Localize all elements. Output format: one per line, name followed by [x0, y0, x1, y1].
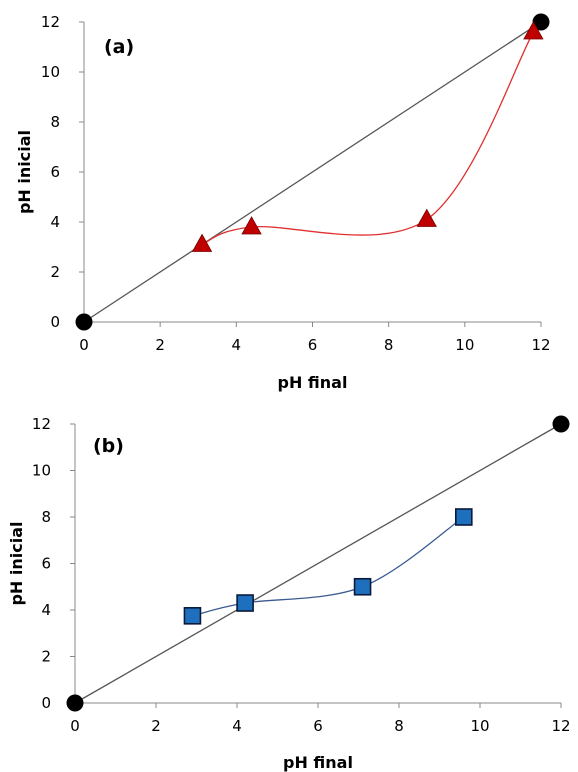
y-tick-label: 2	[50, 263, 60, 281]
y-tick-label: 12	[32, 415, 51, 433]
y-tick-label: 10	[41, 63, 60, 81]
x-tick-label: 12	[551, 717, 570, 735]
y-tick-label: 6	[41, 555, 51, 573]
x-tick-label: 0	[79, 336, 89, 354]
y-tick-label: 2	[41, 648, 51, 666]
y-tick-label: 4	[41, 601, 51, 619]
series-2-line	[201, 31, 534, 246]
y-tick-label: 0	[50, 313, 60, 331]
x-tick-label: 12	[531, 336, 550, 354]
series-1-line	[83, 21, 542, 323]
series-2-point	[191, 233, 213, 252]
y-tick-label: 8	[41, 508, 51, 526]
x-tick-label: 8	[384, 336, 394, 354]
series-1-point	[66, 694, 84, 712]
series-2-point	[241, 216, 262, 235]
x-tick-label: 10	[455, 336, 474, 354]
series-2-point	[353, 577, 372, 596]
series-1-point	[532, 13, 550, 31]
y-tick-label: 10	[32, 462, 51, 480]
series-2-line	[192, 516, 465, 617]
y-axis-label: pH inicial	[7, 521, 26, 605]
series-2-point	[416, 208, 437, 227]
panel-label: (b)	[93, 435, 124, 457]
x-tick-label: 8	[394, 717, 404, 735]
x-tick-label: 10	[470, 717, 489, 735]
chart-a: 0 2 4 6 8 10 12 0 2 4 6 8 10 12 pH final pH inicial (a)	[15, 13, 551, 392]
series-2-point	[236, 594, 254, 612]
x-tick-label: 2	[151, 717, 161, 735]
y-tick-label: 0	[41, 694, 51, 712]
x-tick-label: 2	[155, 336, 165, 354]
series-1-point	[552, 415, 570, 433]
x-axis-label: pH final	[283, 753, 353, 772]
panel-label: (a)	[104, 36, 134, 58]
x-tick-label: 6	[308, 336, 318, 354]
y-tick-label: 12	[41, 13, 60, 31]
x-tick-label: 4	[232, 336, 242, 354]
y-tick-label: 6	[50, 163, 60, 181]
series-2-point	[183, 607, 202, 625]
series-1-line	[74, 423, 562, 704]
x-axis-label: pH final	[278, 373, 348, 392]
y-tick-label: 8	[50, 113, 60, 131]
chart-b: 0 2 4 6 8 10 12 0 2 4 6 8 10 12 pH final pH inicial (b)	[7, 415, 571, 772]
x-tick-label: 0	[70, 717, 80, 735]
series-1-point	[75, 313, 93, 331]
x-tick-label: 6	[313, 717, 323, 735]
x-tick-label: 4	[232, 717, 242, 735]
series-2-point	[523, 21, 544, 40]
y-tick-label: 4	[50, 213, 60, 231]
series-2-point	[454, 508, 473, 526]
y-axis-label: pH inicial	[15, 130, 34, 214]
